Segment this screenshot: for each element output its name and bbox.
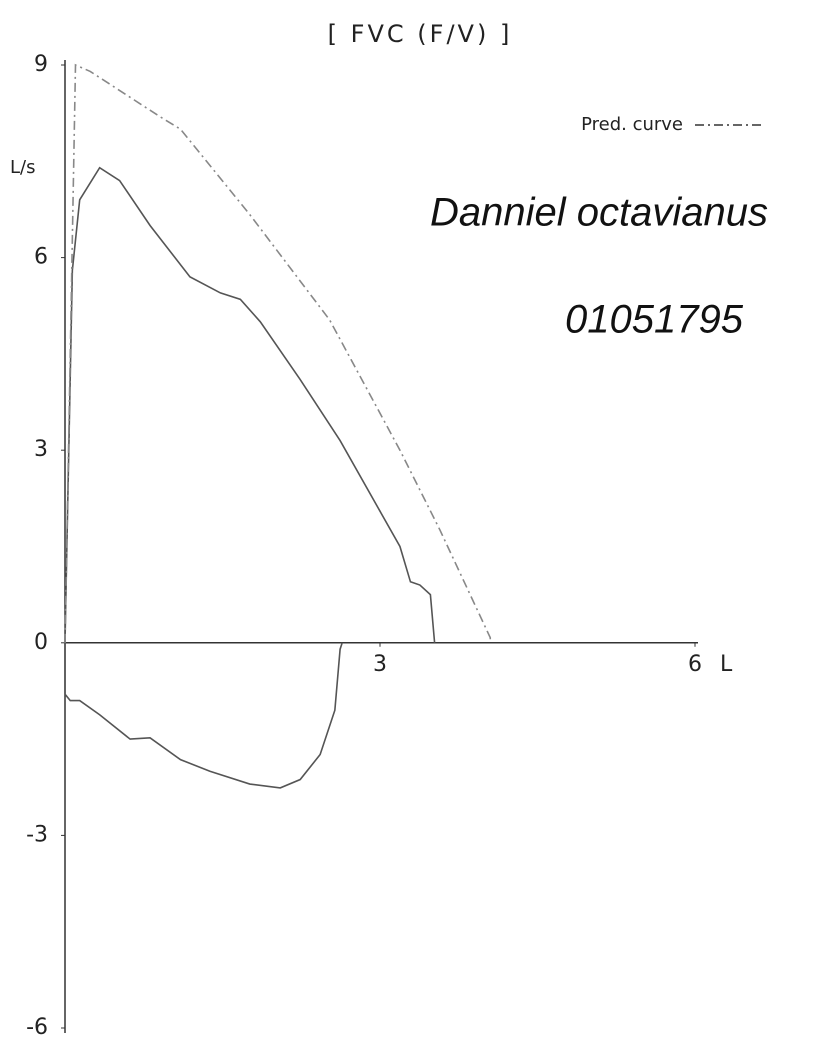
- x-axis-label: L: [720, 652, 733, 677]
- y-tick-label: 3: [34, 437, 48, 462]
- annotation: Danniel octavianus: [430, 191, 768, 235]
- y-tick-label: -3: [26, 822, 48, 847]
- y-axis-label: L/s: [10, 157, 35, 178]
- chart-title: [ FVC (F/V) ]: [328, 20, 513, 48]
- annotation: 01051795: [565, 298, 744, 342]
- y-tick-label: -6: [26, 1015, 48, 1040]
- x-tick-label: 3: [373, 652, 387, 677]
- legend-label: Pred. curve: [581, 114, 683, 135]
- data-line: [64, 642, 343, 789]
- y-tick-label: 6: [34, 245, 48, 270]
- x-tick-label: 6: [688, 652, 702, 677]
- data-line: [64, 63, 492, 643]
- data-line: [64, 166, 436, 643]
- y-tick-label: 9: [34, 52, 48, 77]
- y-tick-label: 0: [34, 630, 48, 655]
